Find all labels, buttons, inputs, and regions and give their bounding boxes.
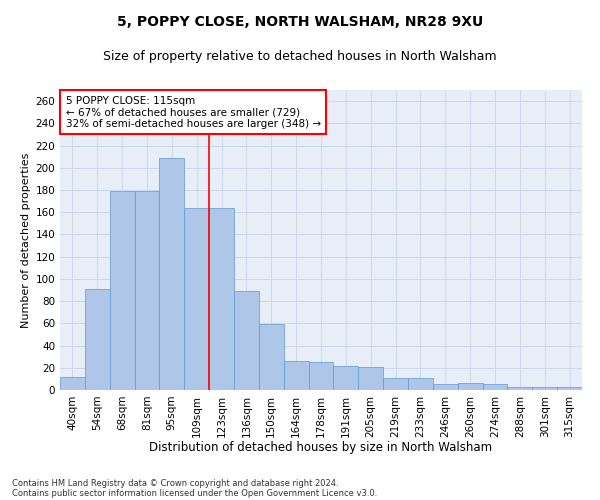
Bar (110, 191, 134, 390)
Bar (508, 386, 532, 390)
X-axis label: Distribution of detached houses by size in North Walsham: Distribution of detached houses by size … (149, 441, 493, 454)
Bar (358, 366, 383, 390)
Bar (383, 378, 408, 390)
Bar (259, 324, 284, 390)
Bar (85, 289, 110, 390)
Bar (134, 191, 160, 390)
Y-axis label: Number of detached properties: Number of detached properties (21, 152, 31, 328)
Bar (184, 208, 209, 390)
Text: Contains public sector information licensed under the Open Government Licence v3: Contains public sector information licen… (12, 488, 377, 498)
Bar (334, 366, 358, 390)
Text: 5, POPPY CLOSE, NORTH WALSHAM, NR28 9XU: 5, POPPY CLOSE, NORTH WALSHAM, NR28 9XU (117, 15, 483, 29)
Text: Contains HM Land Registry data © Crown copyright and database right 2024.: Contains HM Land Registry data © Crown c… (12, 478, 338, 488)
Bar (234, 291, 259, 390)
Bar (284, 361, 308, 390)
Bar (408, 378, 433, 390)
Bar (308, 362, 334, 390)
Text: 5 POPPY CLOSE: 115sqm
← 67% of detached houses are smaller (729)
32% of semi-det: 5 POPPY CLOSE: 115sqm ← 67% of detached … (65, 96, 320, 129)
Bar (557, 386, 582, 390)
Bar (458, 384, 482, 390)
Bar (160, 158, 184, 390)
Bar (60, 376, 85, 390)
Bar (433, 384, 458, 390)
Bar (532, 386, 557, 390)
Text: Size of property relative to detached houses in North Walsham: Size of property relative to detached ho… (103, 50, 497, 63)
Bar (209, 208, 234, 390)
Bar (482, 384, 508, 390)
